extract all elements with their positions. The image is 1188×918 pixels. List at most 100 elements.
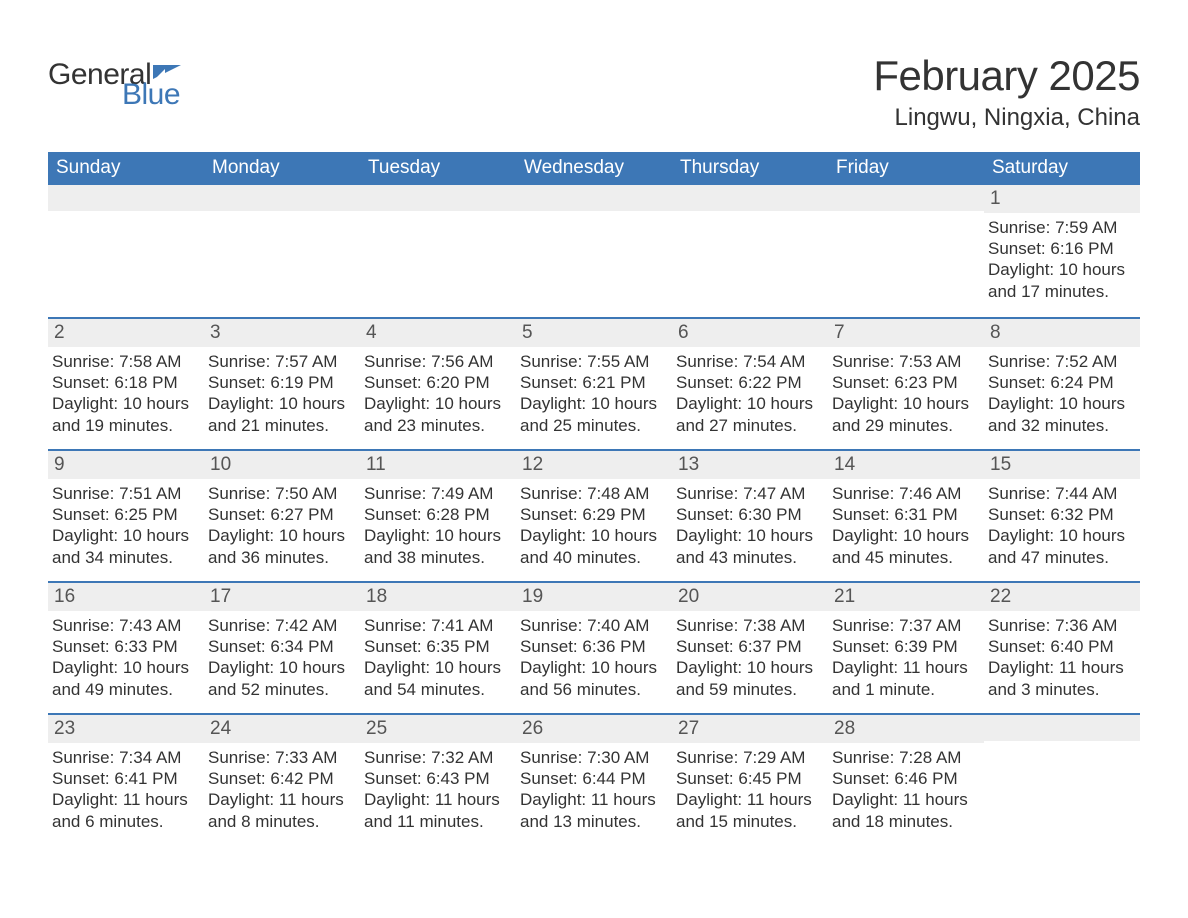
sunrise-line: Sunrise: 7:44 AM <box>986 483 1134 504</box>
sunset-line: Sunset: 6:22 PM <box>674 372 822 393</box>
sunrise-line: Sunrise: 7:48 AM <box>518 483 666 504</box>
daylight-line: Daylight: 11 hours and 3 minutes. <box>986 657 1134 700</box>
day-number: 24 <box>204 715 360 743</box>
day-number <box>48 185 204 211</box>
calendar-day: 4Sunrise: 7:56 AMSunset: 6:20 PMDaylight… <box>360 319 516 449</box>
day-number: 7 <box>828 319 984 347</box>
calendar-day: 15Sunrise: 7:44 AMSunset: 6:32 PMDayligh… <box>984 451 1140 581</box>
day-number: 4 <box>360 319 516 347</box>
day-number: 27 <box>672 715 828 743</box>
calendar-week: 9Sunrise: 7:51 AMSunset: 6:25 PMDaylight… <box>48 449 1140 581</box>
calendar-day-empty <box>360 185 516 317</box>
calendar-day: 20Sunrise: 7:38 AMSunset: 6:37 PMDayligh… <box>672 583 828 713</box>
day-number: 23 <box>48 715 204 743</box>
sunset-line: Sunset: 6:32 PM <box>986 504 1134 525</box>
day-number: 10 <box>204 451 360 479</box>
weekday-header: Tuesday <box>360 152 516 185</box>
daylight-line: Daylight: 10 hours and 27 minutes. <box>674 393 822 436</box>
calendar-day: 7Sunrise: 7:53 AMSunset: 6:23 PMDaylight… <box>828 319 984 449</box>
calendar-day: 17Sunrise: 7:42 AMSunset: 6:34 PMDayligh… <box>204 583 360 713</box>
sunrise-line: Sunrise: 7:41 AM <box>362 615 510 636</box>
sunset-line: Sunset: 6:41 PM <box>50 768 198 789</box>
calendar-day: 26Sunrise: 7:30 AMSunset: 6:44 PMDayligh… <box>516 715 672 845</box>
day-number <box>516 185 672 211</box>
sunset-line: Sunset: 6:36 PM <box>518 636 666 657</box>
calendar-day: 11Sunrise: 7:49 AMSunset: 6:28 PMDayligh… <box>360 451 516 581</box>
sunset-line: Sunset: 6:37 PM <box>674 636 822 657</box>
sunset-line: Sunset: 6:28 PM <box>362 504 510 525</box>
sunrise-line: Sunrise: 7:32 AM <box>362 747 510 768</box>
sunrise-line: Sunrise: 7:49 AM <box>362 483 510 504</box>
day-number <box>828 185 984 211</box>
day-number: 26 <box>516 715 672 743</box>
sunset-line: Sunset: 6:30 PM <box>674 504 822 525</box>
calendar-day: 5Sunrise: 7:55 AMSunset: 6:21 PMDaylight… <box>516 319 672 449</box>
sunrise-line: Sunrise: 7:38 AM <box>674 615 822 636</box>
daylight-line: Daylight: 10 hours and 25 minutes. <box>518 393 666 436</box>
daylight-line: Daylight: 11 hours and 1 minute. <box>830 657 978 700</box>
calendar-day: 28Sunrise: 7:28 AMSunset: 6:46 PMDayligh… <box>828 715 984 845</box>
weekday-header-row: SundayMondayTuesdayWednesdayThursdayFrid… <box>48 152 1140 185</box>
day-number: 22 <box>984 583 1140 611</box>
day-number: 12 <box>516 451 672 479</box>
calendar-day-empty <box>516 185 672 317</box>
calendar-day-empty <box>48 185 204 317</box>
calendar-day: 1Sunrise: 7:59 AMSunset: 6:16 PMDaylight… <box>984 185 1140 317</box>
daylight-line: Daylight: 10 hours and 23 minutes. <box>362 393 510 436</box>
sunset-line: Sunset: 6:35 PM <box>362 636 510 657</box>
day-number: 18 <box>360 583 516 611</box>
day-number: 3 <box>204 319 360 347</box>
daylight-line: Daylight: 10 hours and 32 minutes. <box>986 393 1134 436</box>
day-number <box>360 185 516 211</box>
sunset-line: Sunset: 6:42 PM <box>206 768 354 789</box>
daylight-line: Daylight: 10 hours and 29 minutes. <box>830 393 978 436</box>
calendar-day: 22Sunrise: 7:36 AMSunset: 6:40 PMDayligh… <box>984 583 1140 713</box>
day-number <box>204 185 360 211</box>
sunset-line: Sunset: 6:27 PM <box>206 504 354 525</box>
sunrise-line: Sunrise: 7:56 AM <box>362 351 510 372</box>
day-number: 13 <box>672 451 828 479</box>
sunrise-line: Sunrise: 7:36 AM <box>986 615 1134 636</box>
daylight-line: Daylight: 10 hours and 21 minutes. <box>206 393 354 436</box>
day-number: 25 <box>360 715 516 743</box>
calendar-day: 8Sunrise: 7:52 AMSunset: 6:24 PMDaylight… <box>984 319 1140 449</box>
sunrise-line: Sunrise: 7:34 AM <box>50 747 198 768</box>
day-number: 14 <box>828 451 984 479</box>
day-number: 15 <box>984 451 1140 479</box>
day-number: 5 <box>516 319 672 347</box>
daylight-line: Daylight: 10 hours and 56 minutes. <box>518 657 666 700</box>
daylight-line: Daylight: 10 hours and 38 minutes. <box>362 525 510 568</box>
daylight-line: Daylight: 11 hours and 11 minutes. <box>362 789 510 832</box>
sunrise-line: Sunrise: 7:37 AM <box>830 615 978 636</box>
sunrise-line: Sunrise: 7:46 AM <box>830 483 978 504</box>
daylight-line: Daylight: 10 hours and 19 minutes. <box>50 393 198 436</box>
sunset-line: Sunset: 6:16 PM <box>986 238 1134 259</box>
daylight-line: Daylight: 11 hours and 18 minutes. <box>830 789 978 832</box>
calendar-day: 25Sunrise: 7:32 AMSunset: 6:43 PMDayligh… <box>360 715 516 845</box>
calendar-day: 6Sunrise: 7:54 AMSunset: 6:22 PMDaylight… <box>672 319 828 449</box>
calendar-day: 27Sunrise: 7:29 AMSunset: 6:45 PMDayligh… <box>672 715 828 845</box>
calendar-week: 2Sunrise: 7:58 AMSunset: 6:18 PMDaylight… <box>48 317 1140 449</box>
sunrise-line: Sunrise: 7:29 AM <box>674 747 822 768</box>
daylight-line: Daylight: 11 hours and 8 minutes. <box>206 789 354 832</box>
day-number: 8 <box>984 319 1140 347</box>
day-number: 21 <box>828 583 984 611</box>
calendar-day: 16Sunrise: 7:43 AMSunset: 6:33 PMDayligh… <box>48 583 204 713</box>
sunrise-line: Sunrise: 7:42 AM <box>206 615 354 636</box>
sunset-line: Sunset: 6:33 PM <box>50 636 198 657</box>
calendar-day: 2Sunrise: 7:58 AMSunset: 6:18 PMDaylight… <box>48 319 204 449</box>
sunrise-line: Sunrise: 7:55 AM <box>518 351 666 372</box>
calendar-week: 1Sunrise: 7:59 AMSunset: 6:16 PMDaylight… <box>48 185 1140 317</box>
calendar-day: 9Sunrise: 7:51 AMSunset: 6:25 PMDaylight… <box>48 451 204 581</box>
title-block: February 2025 Lingwu, Ningxia, China <box>873 40 1140 138</box>
sunset-line: Sunset: 6:34 PM <box>206 636 354 657</box>
calendar-day: 13Sunrise: 7:47 AMSunset: 6:30 PMDayligh… <box>672 451 828 581</box>
sunset-line: Sunset: 6:18 PM <box>50 372 198 393</box>
location-subtitle: Lingwu, Ningxia, China <box>873 104 1140 132</box>
daylight-line: Daylight: 10 hours and 17 minutes. <box>986 259 1134 302</box>
sunrise-line: Sunrise: 7:30 AM <box>518 747 666 768</box>
calendar-day-empty <box>204 185 360 317</box>
sunrise-line: Sunrise: 7:53 AM <box>830 351 978 372</box>
sunset-line: Sunset: 6:46 PM <box>830 768 978 789</box>
day-number: 28 <box>828 715 984 743</box>
